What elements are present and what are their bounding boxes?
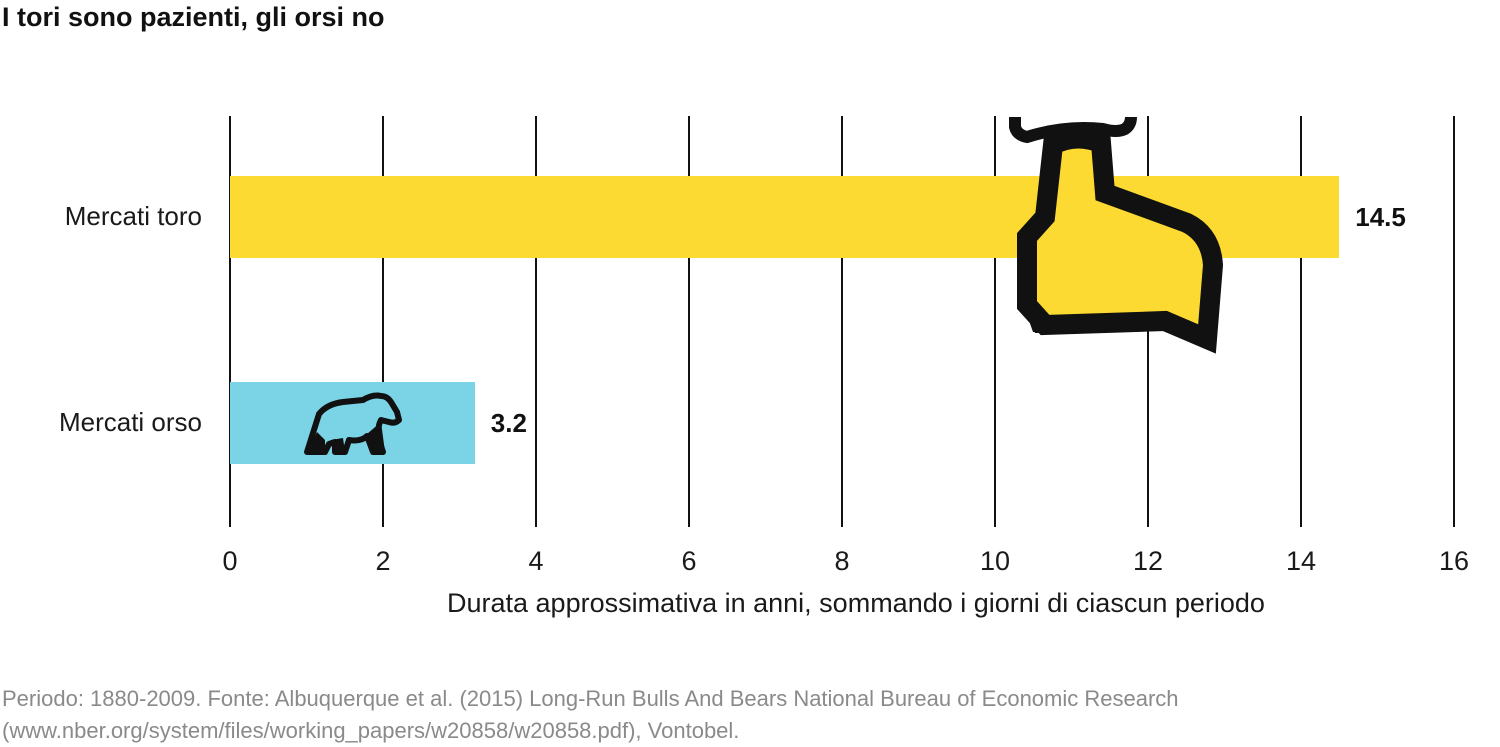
gridline-10	[994, 116, 996, 527]
footnote-line-1: Periodo: 1880-2009. Fonte: Albuquerque e…	[2, 686, 1179, 711]
x-tick-label: 16	[1438, 546, 1470, 576]
category-label-mercati-orso: Mercati orso	[58, 407, 202, 437]
x-axis-label: Durata approssimativa in anni, sommando …	[447, 588, 1265, 618]
x-tick-label: 2	[375, 546, 391, 576]
x-tick-label: 14	[1285, 546, 1317, 576]
value-label-mercati-orso: 3.2	[490, 408, 527, 438]
gridline-8	[841, 116, 843, 527]
x-tick-label: 6	[681, 546, 697, 576]
category-label-mercati-toro: Mercati toro	[64, 201, 202, 231]
footnote-line-2: (www.nber.org/system/files/working_paper…	[2, 718, 740, 743]
x-tick-label: 12	[1132, 546, 1164, 576]
gridline-0	[229, 116, 231, 527]
x-tick-label: 8	[834, 546, 850, 576]
bar-mercati-orso	[230, 382, 475, 464]
bear-icon	[304, 392, 402, 455]
gridline-16	[1453, 116, 1455, 527]
gridline-2	[382, 116, 384, 527]
gridline-4	[535, 116, 537, 527]
x-tick-label: 0	[222, 546, 238, 576]
x-tick-label: 4	[528, 546, 544, 576]
value-label-mercati-toro: 14.5	[1355, 202, 1406, 232]
gridline-6	[688, 116, 690, 527]
x-tick-label: 10	[979, 546, 1011, 576]
gridline-14	[1300, 116, 1302, 527]
bull-icon	[1009, 116, 1224, 354]
source-footnote: Periodo: 1880-2009. Fonte: Albuquerque e…	[2, 683, 1179, 747]
chart-title: I tori sono pazienti, gli orsi no	[2, 2, 385, 32]
